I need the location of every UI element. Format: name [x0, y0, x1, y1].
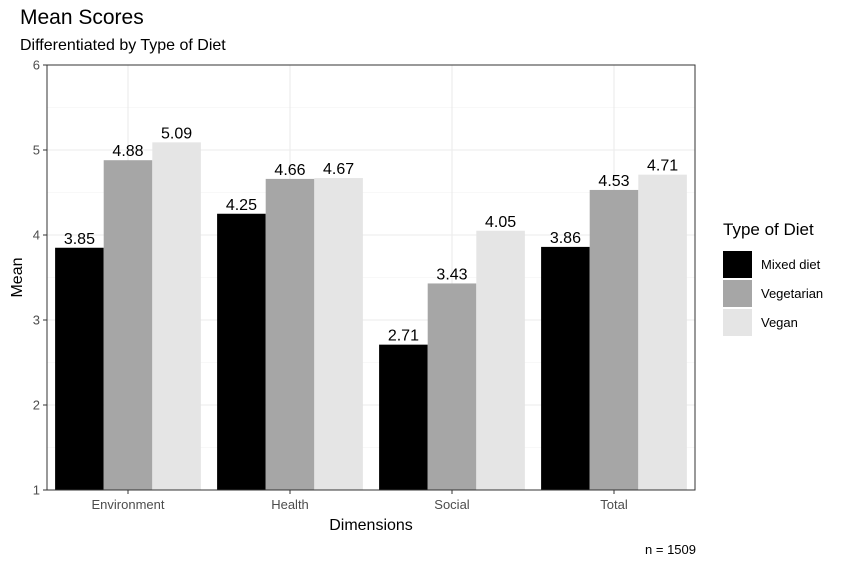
bar: [379, 344, 428, 490]
bar-value-label: 4.88: [112, 143, 143, 160]
bar-value-label: 4.71: [647, 158, 678, 175]
bar: [55, 247, 104, 490]
y-axis-title: Mean: [9, 257, 26, 297]
bar-value-label: 2.71: [388, 328, 419, 345]
x-axis-title: Dimensions: [329, 517, 413, 534]
legend-swatch: [723, 280, 752, 307]
bar-value-label: 3.85: [64, 231, 95, 248]
bar: [265, 178, 315, 490]
bar: [541, 246, 590, 490]
y-tick-label: 6: [33, 58, 40, 73]
y-tick-label: 5: [33, 143, 40, 158]
y-tick-label: 2: [33, 398, 40, 413]
legend-title: Type of Diet: [723, 220, 814, 239]
bar: [314, 178, 363, 491]
bar-value-label: 3.43: [436, 266, 467, 283]
x-tick-label: Social: [434, 497, 470, 512]
legend-label: Vegan: [761, 315, 798, 330]
y-tick-label: 1: [33, 483, 40, 498]
bar-value-label: 4.05: [485, 214, 516, 231]
legend: Type of Diet Mixed diet Vegetarian Vegan: [723, 220, 823, 337]
y-tick-label: 4: [33, 228, 40, 243]
chart-subtitle: Differentiated by Type of Diet: [20, 37, 226, 54]
x-tick-label: Health: [271, 497, 309, 512]
panel-border: [46, 64, 696, 491]
bar: [103, 160, 153, 490]
legend-swatch: [723, 309, 752, 336]
bar: [476, 230, 525, 490]
bar-value-label: 4.67: [323, 161, 354, 178]
bar: [638, 174, 687, 490]
bar: [427, 283, 477, 490]
bar-value-label: 3.86: [550, 230, 581, 247]
sample-size-caption: n = 1509: [645, 542, 696, 557]
bar-value-label: 4.53: [598, 173, 629, 190]
legend-item-mixed-diet: Mixed diet: [723, 250, 823, 279]
legend-item-vegan: Vegan: [723, 308, 823, 337]
y-tick-label: 3: [33, 313, 40, 328]
bar: [152, 142, 201, 490]
bar: [589, 189, 639, 490]
x-tick-label: Environment: [92, 497, 165, 512]
legend-swatch: [723, 251, 752, 278]
chart-title: Mean Scores: [20, 6, 144, 29]
legend-item-vegetarian: Vegetarian: [723, 279, 823, 308]
bar-value-label: 5.09: [161, 125, 192, 142]
legend-label: Vegetarian: [761, 286, 824, 301]
x-tick-label: Total: [600, 497, 628, 512]
bar-value-label: 4.25: [226, 197, 257, 214]
legend-label: Mixed diet: [761, 257, 821, 272]
bar-value-label: 4.66: [274, 162, 305, 179]
bar: [217, 213, 266, 490]
